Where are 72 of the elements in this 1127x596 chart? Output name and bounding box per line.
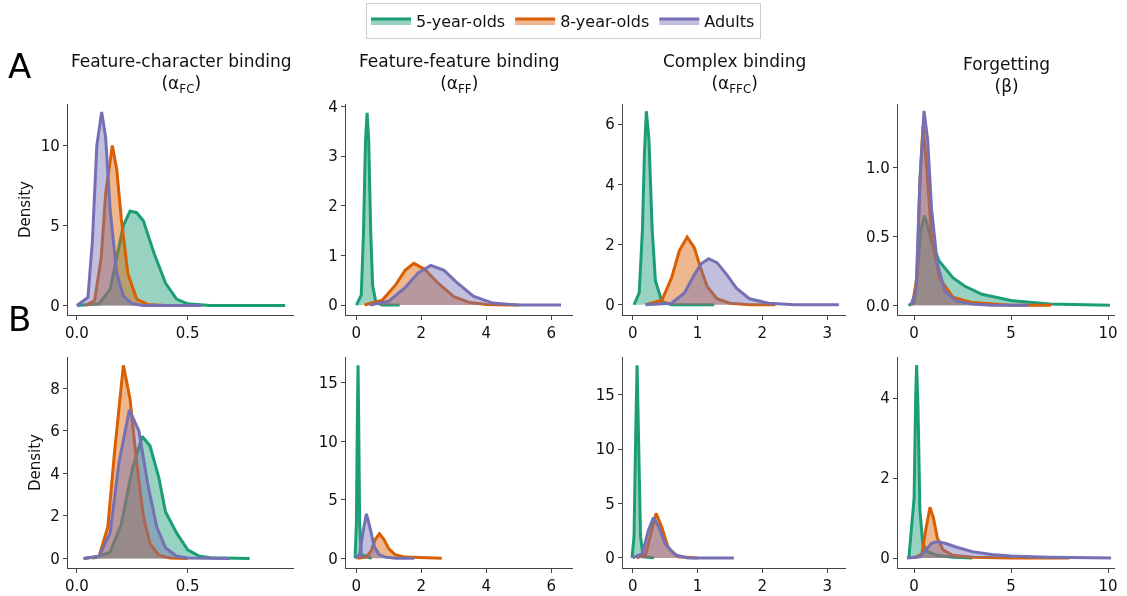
y-tick-label: 0: [50, 296, 60, 315]
legend-label: Adults: [704, 12, 755, 32]
x-tick-label: 4: [481, 577, 492, 596]
x-tick-label: 0: [351, 324, 362, 343]
y-tick-label: 8: [50, 379, 60, 398]
chart-title: Complex binding: [663, 51, 807, 71]
y-tick-label: 0: [328, 549, 338, 568]
y-tick-label: 0: [50, 549, 60, 568]
x-tick-label: 5: [1006, 324, 1016, 343]
y-tick-label: 1.0: [866, 158, 890, 177]
chart-title: Feature-character binding: [71, 51, 292, 71]
text: A: [8, 46, 32, 86]
y-tick-label: 3: [328, 147, 338, 166]
x-tick-label: 6: [546, 324, 557, 343]
x-tick-label: 0.5: [175, 577, 200, 596]
chart-subtitle: (α$_{FFC}$): [711, 73, 758, 96]
y-tick-label: 4: [328, 97, 338, 116]
y-tick-label: 2: [880, 469, 890, 488]
x-tick-label: 1: [692, 577, 703, 596]
y-tick-label: 2: [328, 197, 338, 216]
x-tick-label: 3: [822, 324, 832, 343]
y-tick-label: 6: [605, 115, 615, 134]
x-tick-label: 0.5: [175, 324, 200, 343]
y-axis-title: Density: [25, 433, 44, 492]
y-tick-label: 4: [605, 175, 615, 194]
y-tick-label: 15: [318, 374, 338, 392]
x-tick-label: 0: [351, 577, 362, 596]
y-tick-label: 0.0: [866, 296, 890, 315]
legend-label: 8-year-olds: [560, 12, 650, 32]
y-tick-label: 0: [880, 549, 890, 568]
y-tick-label: 4: [880, 389, 890, 408]
y-tick-label: 0: [605, 296, 615, 315]
chart-subtitle: (α$_{FC}$): [161, 73, 202, 96]
x-tick-label: 10: [1098, 577, 1118, 596]
y-tick-label: 1: [328, 246, 338, 265]
x-tick-label: 0: [909, 324, 919, 343]
y-tick-label: 2: [605, 235, 615, 254]
x-tick-label: 3: [822, 577, 832, 596]
x-tick-label: 0: [627, 324, 638, 343]
y-tick-label: 5: [328, 491, 338, 510]
x-tick-label: 2: [416, 324, 427, 343]
x-tick-label: 2: [416, 577, 427, 596]
chart-title: Forgetting: [963, 54, 1051, 74]
y-tick-label: 15: [595, 385, 615, 404]
x-tick-label: 1: [692, 324, 703, 343]
x-tick-label: 0: [909, 577, 919, 596]
y-tick-label: 10: [40, 136, 60, 155]
y-tick-label: 0: [605, 549, 615, 568]
chart-subtitle: (α$_{FF}$): [440, 73, 479, 96]
y-tick-label: 5: [50, 216, 60, 235]
y-tick-label: 6: [50, 422, 60, 441]
x-tick-label: 0.0: [64, 577, 89, 596]
x-tick-label: 4: [481, 324, 492, 343]
legend-label: 5-year-olds: [416, 12, 506, 32]
y-tick-label: 2: [50, 507, 60, 526]
y-tick-label: 5: [605, 494, 615, 513]
text: B: [8, 299, 32, 339]
y-tick-label: 10: [318, 432, 338, 451]
x-tick-label: 2: [757, 324, 768, 343]
y-axis-title: Density: [16, 180, 35, 239]
x-tick-label: 0: [627, 577, 638, 596]
x-tick-label: 5: [1006, 577, 1016, 596]
chart-subtitle: (β): [994, 76, 1019, 97]
chart-title: Feature-feature binding: [359, 51, 560, 71]
y-tick-label: 0.5: [866, 227, 890, 246]
x-tick-label: 6: [546, 577, 557, 596]
x-tick-label: 10: [1098, 324, 1118, 343]
y-tick-label: 10: [595, 440, 615, 459]
x-tick-label: 2: [757, 577, 768, 596]
y-tick-label: 4: [50, 464, 60, 483]
y-tick-label: 0: [328, 296, 338, 315]
x-tick-label: 0.0: [64, 324, 89, 343]
